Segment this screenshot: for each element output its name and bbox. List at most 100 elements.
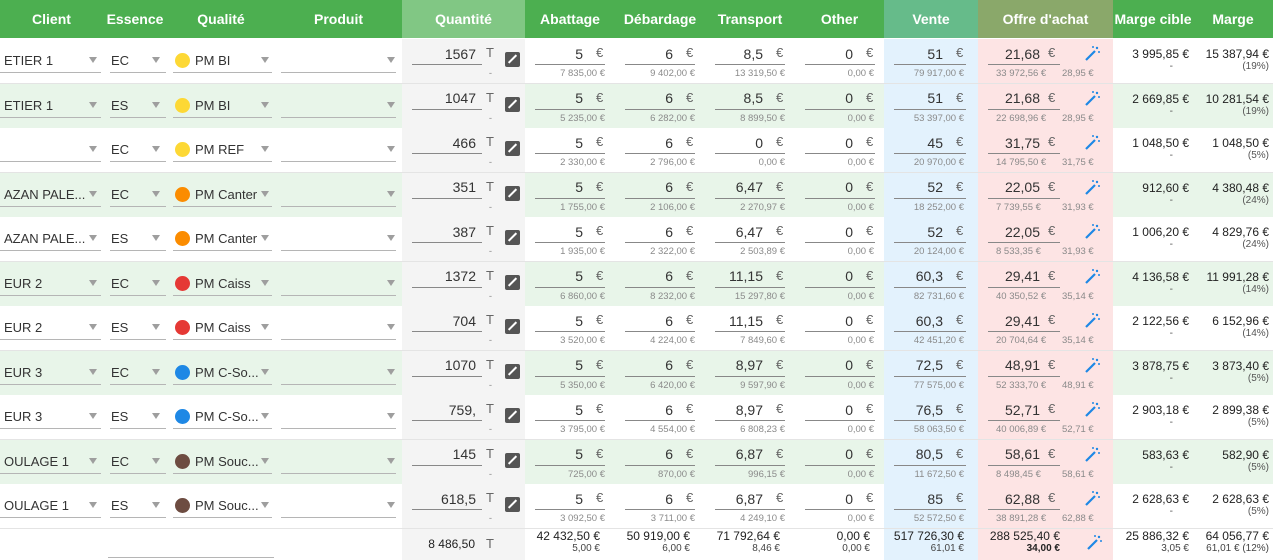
magic-wand-icon[interactable]	[1082, 134, 1102, 154]
debardage-input[interactable]: 6	[625, 177, 695, 199]
calculator-icon[interactable]	[505, 363, 520, 379]
magic-wand-icon[interactable]	[1084, 534, 1104, 554]
chevron-down-icon[interactable]	[89, 457, 97, 464]
quantite-input[interactable]: 351	[412, 177, 482, 199]
calculator-icon[interactable]	[505, 452, 520, 468]
header-vente[interactable]: Vente	[884, 0, 978, 38]
debardage-input[interactable]: 6	[625, 444, 695, 466]
chevron-down-icon[interactable]	[387, 457, 395, 464]
calculator-icon[interactable]	[505, 408, 520, 423]
debardage-input[interactable]: 6	[625, 399, 695, 421]
other-input[interactable]: 0	[805, 43, 875, 65]
client-select[interactable]: OULAGE 1	[0, 450, 101, 474]
offre-input[interactable]: 21,68	[988, 88, 1060, 110]
client-select[interactable]: OULAGE 1	[0, 494, 101, 518]
client-select[interactable]: AZAN PALE...	[0, 183, 101, 207]
calculator-icon[interactable]	[505, 141, 520, 156]
quantite-input[interactable]: 387	[412, 221, 482, 243]
chevron-down-icon[interactable]	[387, 279, 395, 286]
client-select[interactable]: ETIER 1	[0, 49, 101, 73]
essence-select[interactable]: ES	[110, 405, 166, 429]
debardage-input[interactable]: 6	[625, 488, 695, 510]
chevron-down-icon[interactable]	[152, 101, 160, 108]
chevron-down-icon[interactable]	[261, 502, 269, 508]
chevron-down-icon[interactable]	[387, 57, 395, 63]
quantite-input[interactable]: 759,	[412, 399, 482, 421]
other-input[interactable]: 0	[805, 444, 875, 466]
offre-input[interactable]: 29,41	[988, 310, 1060, 332]
abattage-input[interactable]: 5	[535, 488, 605, 510]
calculator-icon[interactable]	[505, 185, 520, 201]
chevron-down-icon[interactable]	[387, 368, 395, 375]
chevron-down-icon[interactable]	[261, 57, 269, 63]
produit-select[interactable]	[281, 138, 396, 162]
header-quantite[interactable]: Quantité	[402, 0, 525, 38]
qualite-select[interactable]: PM C-So...	[173, 405, 272, 429]
magic-wand-icon[interactable]	[1082, 357, 1102, 377]
chevron-down-icon[interactable]	[152, 324, 160, 330]
header-produit[interactable]: Produit	[275, 0, 402, 38]
essence-select[interactable]: EC	[110, 361, 166, 385]
header-qualite[interactable]: Qualité	[167, 0, 275, 38]
chevron-down-icon[interactable]	[387, 101, 395, 108]
abattage-input[interactable]: 5	[535, 399, 605, 421]
chevron-down-icon[interactable]	[261, 324, 269, 330]
abattage-input[interactable]: 5	[535, 444, 605, 466]
offre-input[interactable]: 22,05	[988, 177, 1060, 199]
abattage-input[interactable]: 5	[535, 310, 605, 332]
chevron-down-icon[interactable]	[261, 413, 269, 419]
essence-select[interactable]: ES	[110, 94, 166, 118]
calculator-icon[interactable]	[505, 319, 520, 334]
produit-select[interactable]	[281, 361, 396, 385]
transport-input[interactable]: 8,97	[715, 399, 785, 421]
debardage-input[interactable]: 6	[625, 132, 695, 154]
produit-select[interactable]	[281, 227, 396, 251]
magic-wand-icon[interactable]	[1082, 223, 1102, 243]
abattage-input[interactable]: 5	[535, 221, 605, 243]
chevron-down-icon[interactable]	[387, 324, 395, 330]
produit-select[interactable]	[281, 316, 396, 340]
offre-input[interactable]: 58,61	[988, 444, 1060, 466]
essence-select[interactable]: EC	[110, 183, 166, 207]
magic-wand-icon[interactable]	[1082, 268, 1102, 288]
chevron-down-icon[interactable]	[89, 101, 97, 108]
produit-select[interactable]	[281, 272, 396, 296]
chevron-down-icon[interactable]	[89, 146, 97, 152]
quantite-input[interactable]: 466	[412, 132, 482, 154]
qualite-select[interactable]: PM Canter	[173, 227, 272, 251]
quantite-input[interactable]: 145	[412, 444, 482, 466]
debardage-input[interactable]: 6	[625, 221, 695, 243]
abattage-input[interactable]: 5	[535, 266, 605, 288]
client-select[interactable]: AZAN PALE...	[0, 227, 101, 251]
essence-select[interactable]: EC	[110, 450, 166, 474]
magic-wand-icon[interactable]	[1082, 446, 1102, 466]
other-input[interactable]: 0	[805, 88, 875, 110]
magic-wand-icon[interactable]	[1082, 490, 1102, 510]
header-transport[interactable]: Transport	[705, 0, 795, 38]
chevron-down-icon[interactable]	[152, 502, 160, 508]
quantite-input[interactable]: 1047	[412, 88, 482, 110]
chevron-down-icon[interactable]	[152, 57, 160, 63]
chevron-down-icon[interactable]	[89, 279, 97, 286]
offre-input[interactable]: 62,88	[988, 488, 1060, 510]
chevron-down-icon[interactable]	[261, 146, 269, 152]
abattage-input[interactable]: 5	[535, 177, 605, 199]
essence-select[interactable]: ES	[110, 227, 166, 251]
vente-input[interactable]: 52	[894, 221, 966, 243]
vente-input[interactable]: 85	[894, 488, 966, 510]
vente-input[interactable]: 80,5	[894, 444, 966, 466]
chevron-down-icon[interactable]	[89, 190, 97, 197]
chevron-down-icon[interactable]	[152, 146, 160, 152]
magic-wand-icon[interactable]	[1082, 401, 1102, 421]
transport-input[interactable]: 8,97	[715, 355, 785, 377]
debardage-input[interactable]: 6	[625, 88, 695, 110]
header-marge[interactable]: Marge	[1193, 0, 1273, 38]
header-other[interactable]: Other	[795, 0, 884, 38]
vente-input[interactable]: 60,3	[894, 266, 966, 288]
other-input[interactable]: 0	[805, 355, 875, 377]
chevron-down-icon[interactable]	[387, 146, 395, 152]
transport-input[interactable]: 11,15	[715, 266, 785, 288]
qualite-select[interactable]: PM Souc...	[173, 450, 272, 474]
abattage-input[interactable]: 5	[535, 88, 605, 110]
calculator-icon[interactable]	[505, 52, 520, 67]
